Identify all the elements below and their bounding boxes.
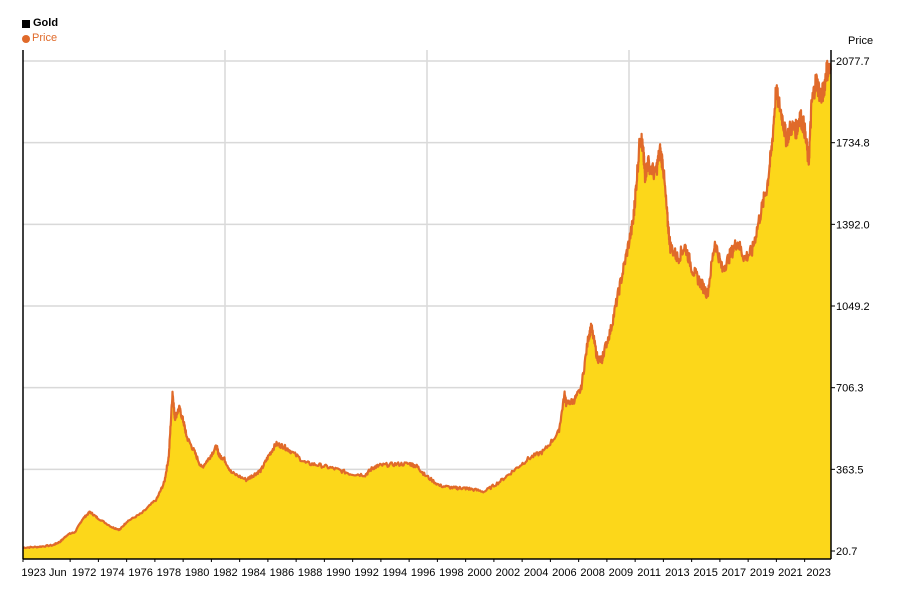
legend-title: Gold bbox=[33, 17, 59, 29]
x-tick-label: 1978 bbox=[157, 567, 181, 579]
x-axis-ticks: 1923 Jun 1972 1974 1976 1978 1980 1982 1984 1986… bbox=[21, 559, 831, 579]
x-tick-label: 1982 bbox=[213, 567, 237, 579]
price-area bbox=[23, 60, 831, 560]
axes bbox=[22, 50, 832, 560]
x-tick-label: 2015 bbox=[693, 567, 717, 579]
x-tick-label: 2006 bbox=[552, 567, 576, 579]
y-tick-label: 2077.7 bbox=[836, 56, 870, 68]
y-tick-label: 1049.2 bbox=[836, 301, 870, 313]
x-tick-label: 2011 bbox=[637, 567, 661, 579]
legend: Gold Price bbox=[22, 16, 58, 46]
x-tick-label: 2000 bbox=[467, 567, 491, 579]
x-tick-label: 2008 bbox=[580, 567, 604, 579]
y-axis-ticks: 20.7 363.5 706.3 1049.2 1392.0 1734.8 2077.7 bbox=[831, 56, 870, 558]
x-tick-label: 1994 bbox=[383, 567, 407, 579]
x-tick-label: 2017 bbox=[722, 567, 746, 579]
x-tick-label: 1972 bbox=[72, 567, 96, 579]
x-tick-label: 2013 bbox=[665, 567, 689, 579]
x-tick-label: 1990 bbox=[326, 567, 350, 579]
legend-series-row[interactable]: Price bbox=[22, 31, 58, 46]
legend-title-row: Gold bbox=[22, 16, 58, 31]
x-tick-label: 2021 bbox=[778, 567, 802, 579]
y-tick-label: 706.3 bbox=[836, 383, 864, 395]
x-tick-label: 1976 bbox=[128, 567, 152, 579]
price-line bbox=[22, 59, 832, 550]
x-tick-label: 1996 bbox=[411, 567, 435, 579]
y-tick-label: 20.7 bbox=[836, 546, 857, 558]
x-tick-label: 1992 bbox=[354, 567, 378, 579]
x-tick-label: 1984 bbox=[241, 567, 265, 579]
x-tick-label: 2019 bbox=[750, 567, 774, 579]
x-tick-label: 2023 bbox=[806, 567, 830, 579]
x-tick-label: 1998 bbox=[439, 567, 463, 579]
x-tick-label: 1988 bbox=[298, 567, 322, 579]
square-icon bbox=[22, 19, 30, 28]
x-tick-label: 2004 bbox=[524, 567, 548, 579]
y-tick-label: 1392.0 bbox=[836, 219, 870, 231]
y-axis-label: Price bbox=[848, 35, 873, 47]
y-tick-label: 1734.8 bbox=[836, 138, 870, 150]
x-tick-label: 2002 bbox=[496, 567, 520, 579]
x-tick-label: 1923 Jun bbox=[21, 567, 66, 579]
circle-icon bbox=[22, 34, 30, 43]
legend-series-label: Price bbox=[32, 32, 58, 44]
x-tick-label: 1974 bbox=[100, 567, 124, 579]
x-tick-label: 1980 bbox=[185, 567, 209, 579]
x-tick-label: 1986 bbox=[270, 567, 294, 579]
x-tick-label: 2009 bbox=[609, 567, 633, 579]
y-tick-label: 363.5 bbox=[836, 464, 864, 476]
